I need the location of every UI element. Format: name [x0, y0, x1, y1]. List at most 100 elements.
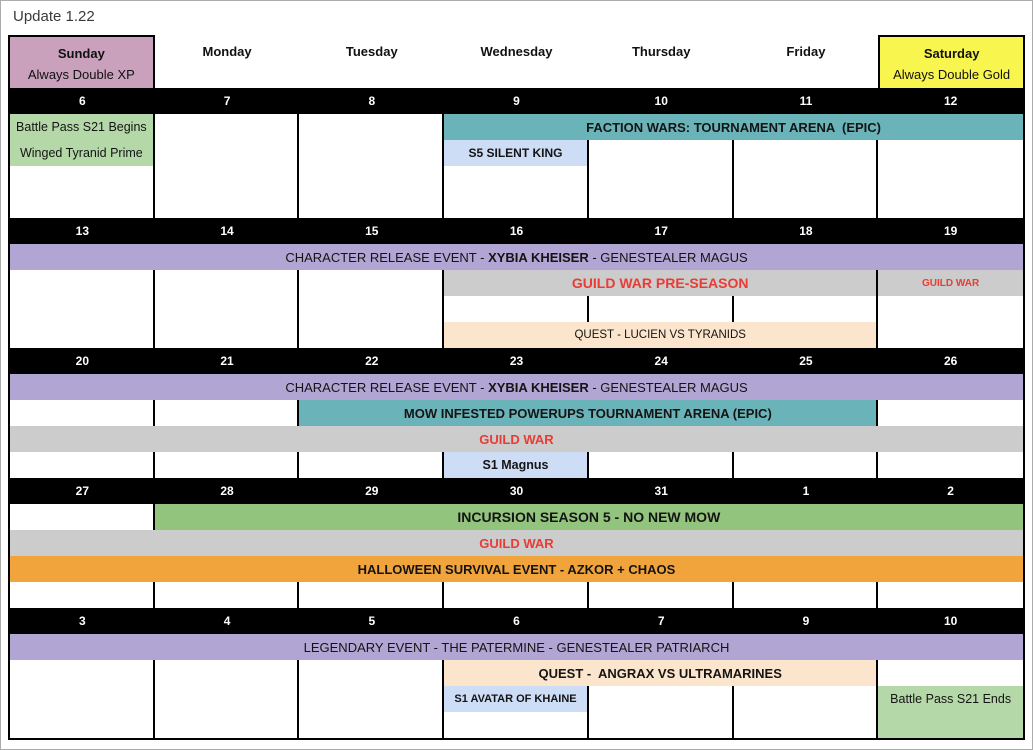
date-cell[interactable]: 26 [943, 354, 958, 368]
date-cell[interactable]: 5 [368, 614, 376, 628]
s1-magnus-event[interactable]: S1 Magnus [444, 452, 589, 478]
date-cell[interactable]: 16 [509, 224, 524, 238]
empty-day-cell[interactable] [155, 712, 300, 738]
battle-pass-begins-event[interactable]: Battle Pass S21 Begins [10, 114, 155, 140]
empty-day-cell[interactable] [299, 296, 445, 322]
date-cell[interactable]: 7 [657, 614, 665, 628]
date-cell[interactable]: 28 [220, 484, 234, 498]
empty-day-cell[interactable] [10, 296, 155, 322]
empty-day-cell[interactable] [155, 166, 300, 192]
empty-day-cell[interactable] [734, 712, 879, 738]
s1-avatar-of-khaine-event[interactable]: S1 AVATAR OF KHAINE [444, 686, 589, 712]
empty-day-cell[interactable] [734, 582, 879, 608]
mow-infested-powerups-event[interactable]: MOW INFESTED POWERUPS TOURNAMENT ARENA (… [299, 400, 879, 426]
empty-day-cell[interactable] [734, 686, 879, 712]
empty-day-cell[interactable] [734, 452, 879, 478]
empty-day-cell[interactable] [299, 452, 445, 478]
empty-day-cell[interactable] [155, 686, 300, 712]
guild-war-event[interactable]: GUILD WAR [10, 530, 1023, 556]
quest-lucien-event[interactable]: QUEST - LUCIEN VS TYRANIDS [444, 322, 879, 348]
empty-day-cell[interactable] [299, 192, 445, 218]
date-cell[interactable]: 25 [799, 354, 813, 368]
empty-day-cell[interactable] [155, 140, 300, 166]
empty-day-cell[interactable] [878, 192, 1023, 218]
empty-day-cell[interactable] [10, 322, 155, 348]
empty-day-cell[interactable] [299, 582, 445, 608]
empty-day-cell[interactable] [878, 166, 1023, 192]
incursion-season-5-event[interactable]: INCURSION SEASON 5 - NO NEW MOW [154, 504, 1023, 530]
day-header-tuesday[interactable]: Tuesday [299, 35, 444, 88]
battle-pass-ends-continuation[interactable] [878, 712, 1023, 738]
date-cell[interactable]: 20 [75, 354, 90, 368]
empty-day-cell[interactable] [155, 192, 300, 218]
date-cell[interactable]: 17 [654, 224, 668, 238]
date-cell[interactable]: 11 [799, 94, 813, 108]
empty-day-cell[interactable] [444, 712, 589, 738]
date-cell[interactable]: 29 [365, 484, 379, 498]
empty-day-cell[interactable] [589, 452, 734, 478]
empty-day-cell[interactable] [589, 166, 734, 192]
empty-day-cell[interactable] [10, 270, 155, 296]
faction-wars-event[interactable]: FACTION WARS: TOURNAMENT ARENA (EPIC) [444, 114, 1023, 140]
date-cell[interactable]: 1 [802, 484, 810, 498]
empty-day-cell[interactable] [299, 322, 445, 348]
empty-day-cell[interactable] [10, 192, 155, 218]
date-cell[interactable]: 9 [802, 614, 810, 628]
empty-day-cell[interactable] [10, 166, 155, 192]
empty-day-cell[interactable] [155, 322, 300, 348]
character-release-event[interactable]: CHARACTER RELEASE EVENT - XYBIA KHEISER … [10, 244, 1023, 270]
date-cell[interactable]: 30 [509, 484, 524, 498]
halloween-survival-event[interactable]: HALLOWEEN SURVIVAL EVENT - AZKOR + CHAOS [10, 556, 1023, 582]
empty-day-cell[interactable] [299, 114, 445, 140]
legendary-event-patermine[interactable]: LEGENDARY EVENT - THE PATERMINE - GENEST… [10, 634, 1023, 660]
empty-day-cell[interactable] [155, 296, 300, 322]
empty-day-cell[interactable] [10, 686, 155, 712]
date-cell[interactable]: 18 [799, 224, 813, 238]
empty-day-cell[interactable] [878, 582, 1023, 608]
empty-day-cell[interactable] [10, 712, 155, 738]
date-cell[interactable]: 3 [79, 614, 86, 628]
empty-day-cell[interactable] [155, 270, 300, 296]
day-header-saturday[interactable]: Saturday Always Double Gold [878, 35, 1023, 88]
date-cell[interactable]: 27 [75, 484, 90, 498]
date-cell[interactable]: 14 [220, 224, 234, 238]
date-cell[interactable]: 2 [947, 484, 954, 498]
empty-day-cell[interactable] [878, 322, 1023, 348]
empty-day-cell[interactable] [299, 140, 445, 166]
empty-day-cell[interactable] [878, 296, 1023, 322]
date-cell[interactable]: 31 [654, 484, 668, 498]
date-cell[interactable]: 21 [220, 354, 234, 368]
battle-pass-ends-event[interactable]: Battle Pass S21 Ends [878, 686, 1023, 712]
day-header-monday[interactable]: Monday [155, 35, 300, 88]
empty-day-cell[interactable] [155, 114, 300, 140]
empty-day-cell[interactable] [155, 582, 300, 608]
date-cell[interactable]: 19 [943, 224, 958, 238]
empty-day-cell[interactable] [444, 166, 589, 192]
empty-day-cell[interactable] [10, 582, 155, 608]
empty-day-cell[interactable] [734, 296, 879, 322]
empty-day-cell[interactable] [155, 452, 300, 478]
empty-day-cell[interactable] [878, 140, 1023, 166]
empty-day-cell[interactable] [299, 166, 445, 192]
date-cell[interactable]: 6 [513, 614, 520, 628]
date-cell[interactable]: 24 [654, 354, 668, 368]
empty-day-cell[interactable] [155, 660, 300, 686]
day-header-sunday[interactable]: Sunday Always Double XP [10, 35, 155, 88]
empty-day-cell[interactable] [444, 192, 589, 218]
date-cell[interactable]: 22 [365, 354, 379, 368]
empty-day-cell[interactable] [734, 166, 879, 192]
empty-day-cell[interactable] [444, 582, 589, 608]
empty-day-cell[interactable] [10, 452, 155, 478]
empty-day-cell[interactable] [155, 400, 300, 426]
date-cell[interactable]: 10 [943, 614, 958, 628]
guild-war-event[interactable]: GUILD WAR [10, 426, 1023, 452]
empty-day-cell[interactable] [10, 504, 155, 530]
date-cell[interactable]: 9 [513, 94, 520, 108]
empty-day-cell[interactable] [10, 400, 155, 426]
guild-war-event[interactable]: GUILD WAR [878, 270, 1023, 296]
day-header-thursday[interactable]: Thursday [589, 35, 734, 88]
date-cell[interactable]: 12 [943, 94, 958, 108]
empty-day-cell[interactable] [589, 192, 734, 218]
date-cell[interactable]: 23 [509, 354, 524, 368]
empty-day-cell[interactable] [299, 712, 445, 738]
